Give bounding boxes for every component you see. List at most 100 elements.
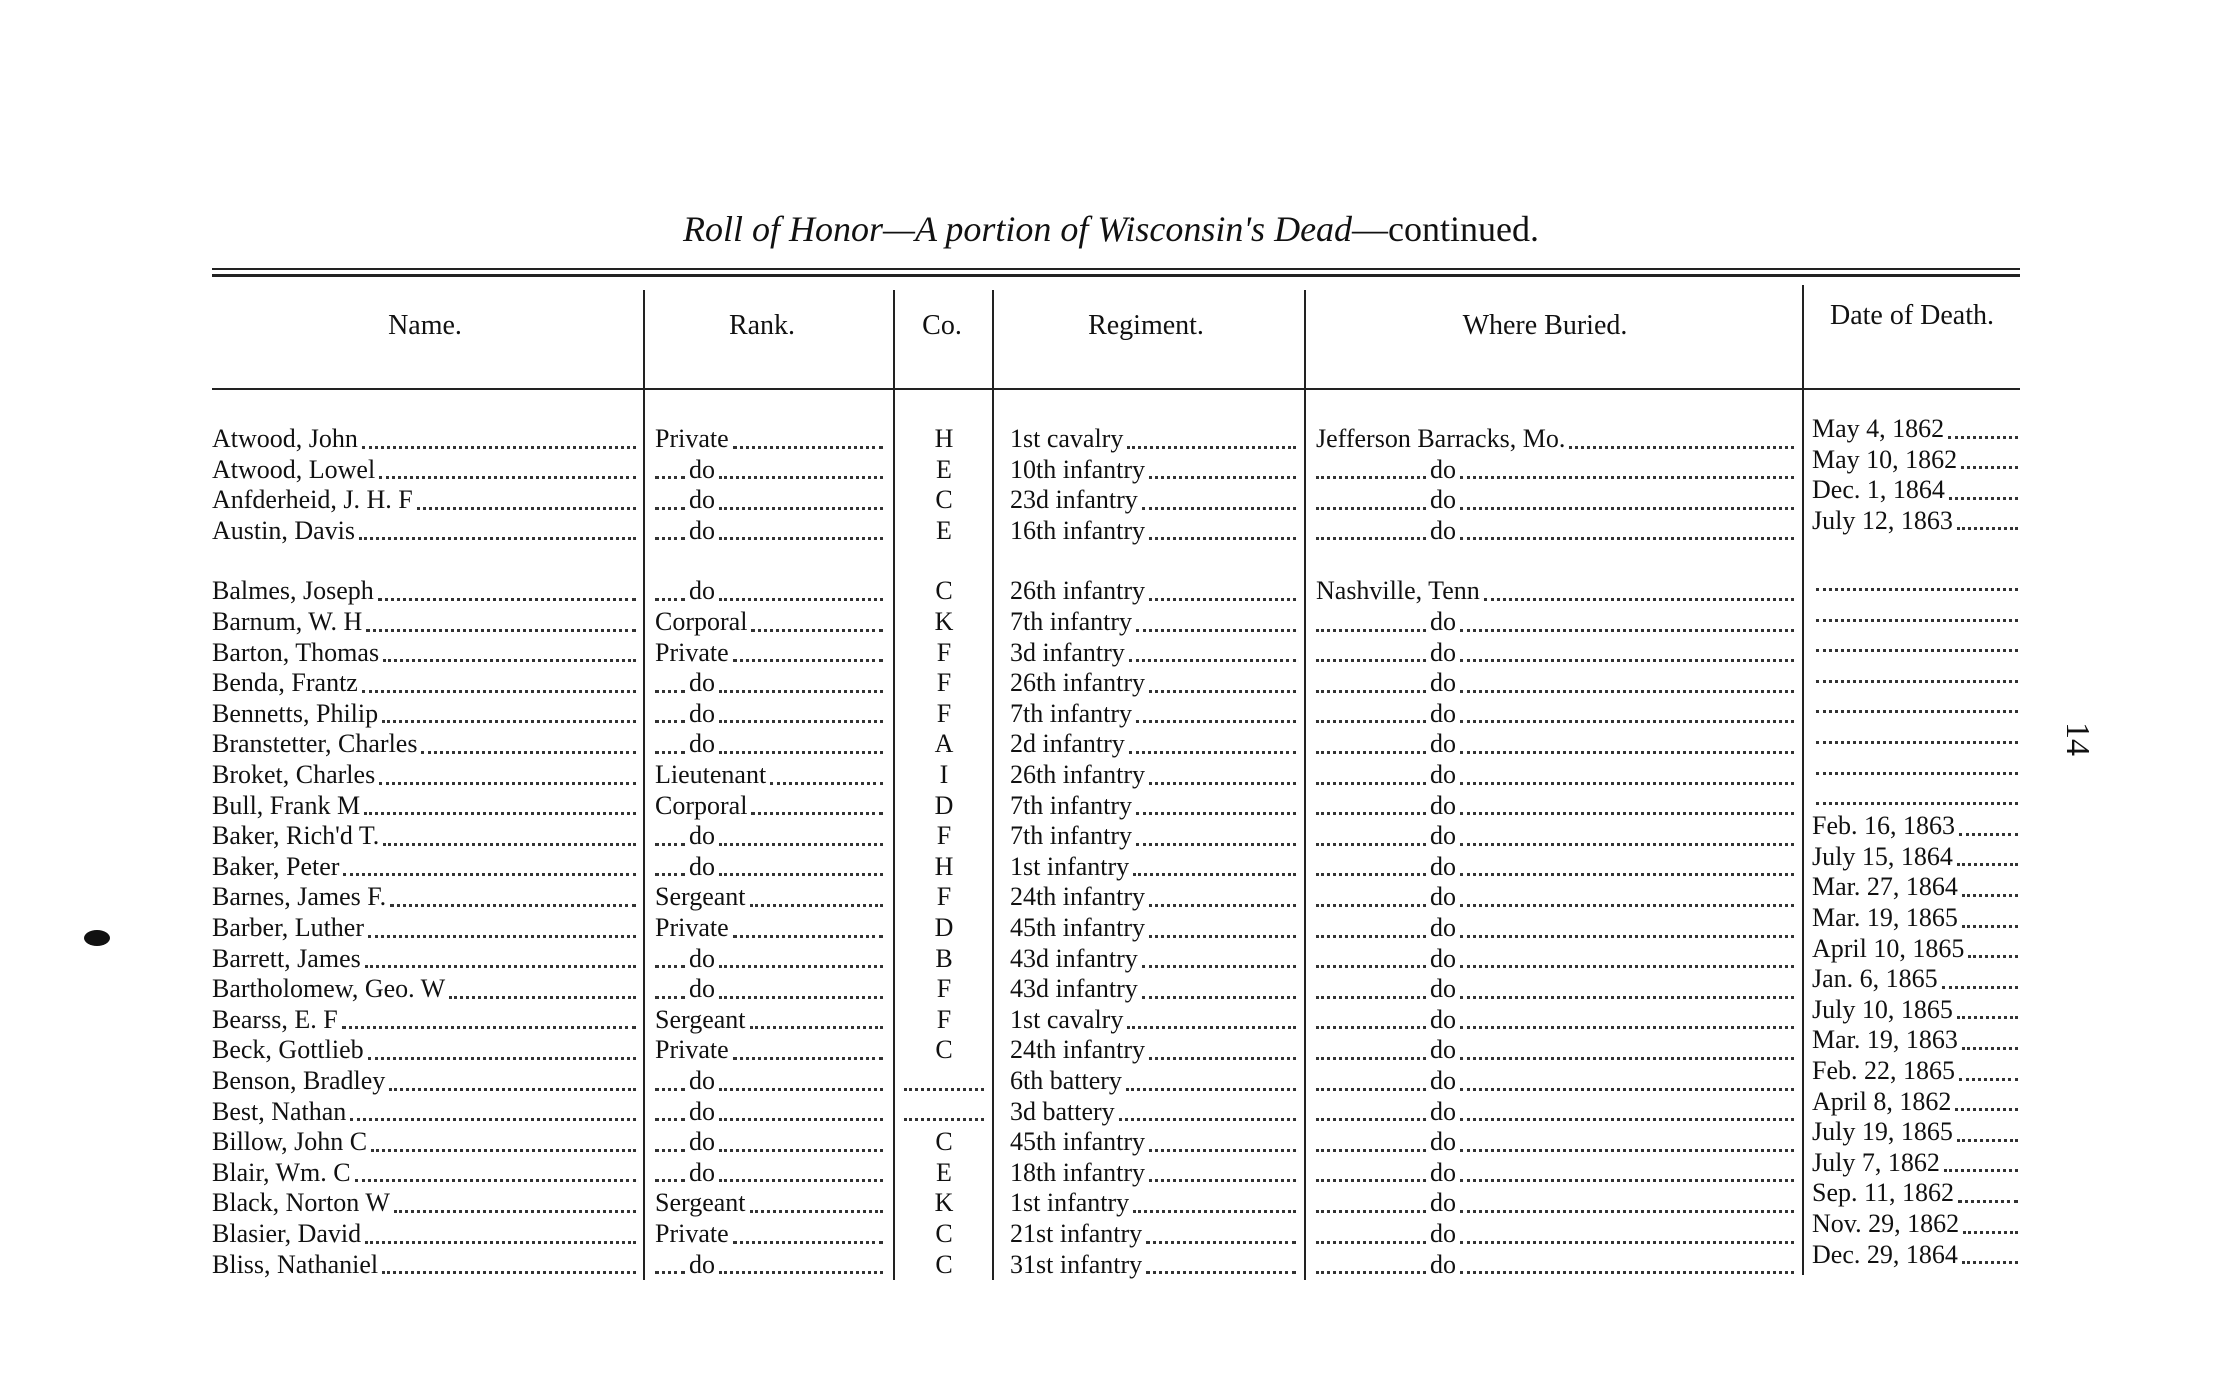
company-cell: F [900,699,988,729]
dot-leader [1460,1087,1794,1091]
column-header: Rank. [728,310,796,341]
rank: do [689,515,715,545]
regiment: 31st infantry [1010,1249,1143,1279]
date-of-death-cell [1812,719,2022,749]
dot-leader [1316,842,1426,846]
regiment-cell: 3d infantry [1010,638,1300,668]
rank: Sergeant [655,882,746,912]
company: E [936,454,952,484]
regiment: 43d infantry [1010,974,1138,1004]
rank-cell: Private [655,638,887,668]
rank: do [689,576,715,606]
company: C [935,1219,953,1248]
dot-leader [354,1179,636,1183]
dot-leader [719,506,883,510]
name: Barber, Luther [212,913,365,942]
regiment-cell: 24th infantry [1010,882,1300,912]
name: Bennetts, Philip [212,698,379,728]
rank: do [689,729,715,759]
dot-leader [1316,1209,1426,1213]
date-of-death: July 10, 1865 [1812,994,1953,1024]
rank: do [689,1096,715,1126]
burial-place: do [1430,607,1456,636]
name: Billow, John C [212,1127,368,1157]
company-cell: C [900,485,988,515]
dot-leader [1961,1261,2018,1265]
company: C [935,1249,953,1279]
dot-leader [1959,1077,2018,1081]
rank: do [689,1249,715,1279]
dot-leader [1956,527,2018,531]
dot-leader [655,1148,685,1152]
column-rule [1304,290,1306,1280]
rank-cell: Sergeant [655,882,887,912]
date-of-death: July 15, 1864 [1812,841,1953,871]
regiment-cell: 23d infantry [1010,485,1300,515]
dot-leader [1483,597,1794,601]
date-of-death-cell: July 12, 1863 [1812,506,2022,536]
burial-place: do [1430,515,1456,545]
title-suffix: —continued. [1352,209,1540,249]
dot-leader [655,1087,685,1091]
rank-cell: Sergeant [655,1005,887,1035]
burial-place-cell: do [1316,1005,1798,1035]
rank-cell: Sergeant [655,1188,887,1218]
regiment: 1st cavalry [1010,1004,1124,1034]
dot-leader [1460,1056,1794,1060]
dot-leader [749,1026,883,1030]
dot-leader [383,842,636,846]
dot-leader [751,628,883,632]
date-of-death: July 12, 1863 [1812,505,1953,535]
dot-leader [1961,1046,2018,1050]
dot-leader [1149,934,1296,938]
company: C [935,1035,953,1065]
burial-place-cell: do [1316,699,1798,729]
rank: do [689,485,715,515]
regiment: 26th infantry [1010,760,1146,789]
regiment-cell: 2d infantry [1010,729,1300,759]
burial-place: Jefferson Barracks, Mo. [1316,424,1566,453]
rank: Corporal [655,790,748,820]
company-cell: D [900,913,988,943]
name: Atwood, Lowel [212,454,376,484]
burial-place-cell: do [1316,882,1798,912]
company-cell: A [900,729,988,759]
date-of-death-cell: Dec. 1, 1864 [1812,475,2022,505]
rank-cell: do [655,455,887,485]
dot-leader [719,842,883,846]
burial-place: do [1430,729,1456,759]
dot-leader [1118,1118,1296,1122]
dot-leader [1316,903,1426,907]
dot-leader [1149,689,1296,693]
name-cell: Black, Norton W [212,1188,640,1218]
column-header: Co. [922,310,962,341]
dot-leader [1961,893,2018,897]
rank-cell: do [655,485,887,515]
name: Atwood, John [212,424,358,453]
burial-place-cell: do [1316,1097,1798,1127]
burial-place-cell: do [1316,913,1798,943]
date-of-death-cell [1812,658,2022,688]
rank: Private [655,424,729,453]
ink-blot [84,930,110,946]
company: F [936,974,952,1004]
company: F [936,637,952,667]
dot-leader [655,476,685,480]
burial-place-cell: do [1316,821,1798,851]
company-cell: H [900,424,988,454]
column-rule [1802,285,1804,1275]
company: I [939,760,949,789]
dot-leader [1316,1118,1426,1122]
company-cell: C [900,1219,988,1249]
rule [212,274,2020,277]
date-of-death: Feb. 22, 1865 [1812,1056,1955,1085]
company-cell: F [900,668,988,698]
dot-leader [1816,649,2018,653]
burial-place-cell: do [1316,791,1798,821]
dot-leader [1948,435,2018,439]
dot-leader [361,445,636,449]
burial-place: do [1430,882,1456,912]
dot-leader [751,812,883,816]
name-cell: Atwood, Lowel [212,455,640,485]
dot-leader [1460,934,1794,938]
